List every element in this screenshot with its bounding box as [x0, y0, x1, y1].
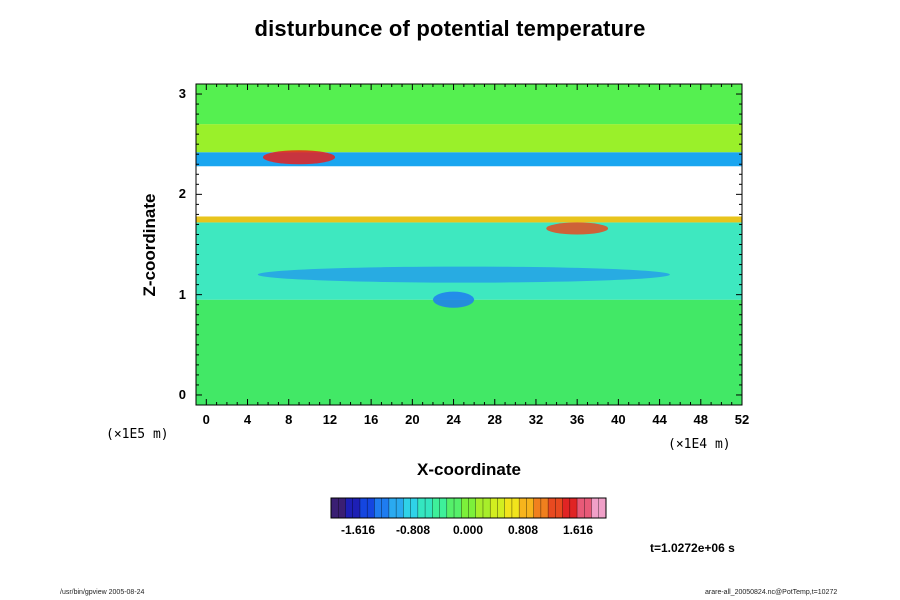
- x-tick-label-0: 0: [202, 412, 210, 427]
- x-tick-label-6: 24: [446, 412, 461, 427]
- heatmap-feature-3: [432, 291, 475, 308]
- x-tick-label-8: 32: [528, 412, 544, 427]
- x-tick-label-9: 36: [569, 412, 585, 427]
- y-tick-label-3: 3: [178, 86, 186, 102]
- y-tick-label-2: 2: [178, 186, 186, 202]
- heatmap-feature-2: [257, 266, 670, 283]
- colorbar-tick-label-2: 0.000: [452, 523, 484, 537]
- colorbar-tick-label-4: 1.616: [562, 523, 594, 537]
- y-tick-label-1: 1: [178, 286, 186, 302]
- heatmap-feature-1: [546, 222, 609, 235]
- heatmap-feature-0: [262, 150, 336, 165]
- colorbar-frame: [330, 497, 607, 519]
- colorbar-segment-11: [490, 498, 506, 518]
- x-axis-label: X-coordinate: [417, 460, 521, 479]
- y-scale-label: (×1E5 m): [106, 427, 169, 442]
- x-tick-label-5: 20: [405, 412, 420, 427]
- timestamp-label: t=1.0272e+06 s: [650, 541, 735, 555]
- heatmap-band-2: [196, 216, 742, 223]
- colorbar-segment-15: [548, 498, 564, 518]
- heatmap-band-0: [196, 299, 742, 405]
- x-scale-label: (×1E4 m): [668, 437, 731, 452]
- heatmap-band-3: [196, 166, 742, 217]
- colorbar-tick-label-0: -1.616: [340, 523, 376, 537]
- x-tick-label-11: 44: [652, 412, 667, 427]
- y-tick-label-0: 0: [178, 386, 186, 402]
- colorbar-tick-label-1: -0.808: [395, 523, 431, 537]
- heatmap-band-5: [196, 124, 742, 153]
- x-tick-label-3: 12: [322, 412, 338, 427]
- chart-title: disturbunce of potential temperature: [254, 16, 646, 41]
- heatmap-band-1: [196, 222, 742, 300]
- x-tick-label-7: 28: [487, 412, 502, 427]
- footer-right: arare-all_20050824.nc@PotTemp,t=10272: [705, 589, 838, 596]
- colorbar-tick-label-3: 0.808: [507, 523, 539, 537]
- x-tick-label-12: 48: [693, 412, 709, 427]
- y-axis-label: Z-coordinate: [140, 193, 159, 297]
- colorbar-segment-13: [519, 498, 535, 518]
- x-tick-label-13: 52: [734, 412, 750, 427]
- x-tick-label-10: 40: [611, 412, 626, 427]
- x-tick-label-1: 4: [243, 412, 252, 427]
- x-tick-label-2: 8: [285, 412, 293, 427]
- x-tick-label-4: 16: [363, 412, 379, 427]
- footer-left: /usr/bin/gpview 2005-08-24: [60, 589, 145, 596]
- heatmap-band-6: [196, 84, 742, 125]
